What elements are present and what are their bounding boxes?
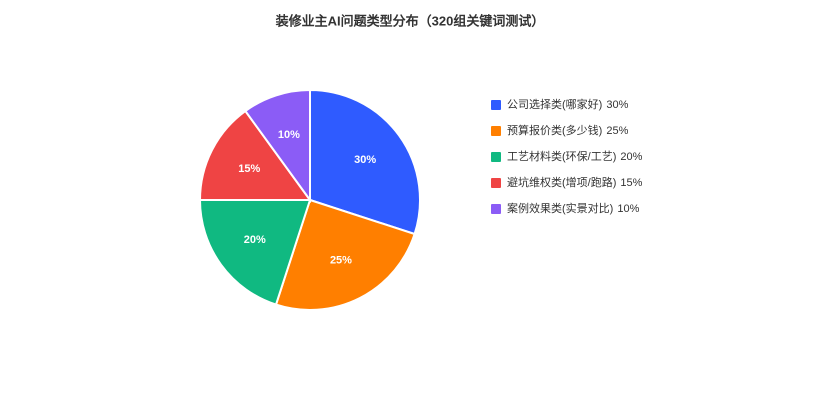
legend-value: 25%: [606, 125, 628, 137]
legend-swatch: [491, 178, 501, 188]
legend-category: 预算报价类(多少钱): [507, 123, 602, 137]
pie-slice: [309, 88, 421, 236]
legend-swatch: [491, 152, 501, 162]
legend-label: 预算报价类(多少钱) 25%: [507, 123, 629, 137]
pie-slice: [198, 199, 312, 306]
legend-swatch: [491, 100, 501, 110]
legend-category: 工艺材料类(环保/工艺): [507, 149, 616, 163]
pie-slice: [274, 198, 416, 311]
legend-value: 30%: [606, 99, 628, 111]
legend-swatch: [491, 204, 501, 214]
legend-category: 公司选择类(哪家好): [507, 97, 602, 111]
slice-label: 25%: [330, 255, 352, 267]
legend-label: 避坑维权类(增项/跑路) 15%: [507, 175, 643, 189]
legend-value: 20%: [620, 151, 642, 163]
slice-label: 10%: [278, 129, 300, 141]
legend-label: 案例效果类(实景对比) 10%: [507, 201, 640, 215]
legend-value: 10%: [617, 203, 639, 215]
pie-slice: [198, 109, 312, 201]
legend-swatch: [491, 126, 501, 136]
slice-label: 15%: [238, 163, 260, 175]
pie-slice: [243, 88, 311, 204]
legend-value: 15%: [620, 177, 642, 189]
legend-category: 案例效果类(实景对比): [507, 201, 613, 215]
legend-category: 避坑维权类(增项/跑路): [507, 175, 616, 189]
legend-label: 公司选择类(哪家好) 30%: [507, 97, 629, 111]
legend-label: 工艺材料类(环保/工艺) 20%: [507, 149, 643, 163]
slice-label: 30%: [354, 154, 376, 166]
slice-label: 20%: [244, 234, 266, 246]
chart-title: 装修业主AI问题类型分布（320组关键词测试）: [275, 13, 545, 28]
